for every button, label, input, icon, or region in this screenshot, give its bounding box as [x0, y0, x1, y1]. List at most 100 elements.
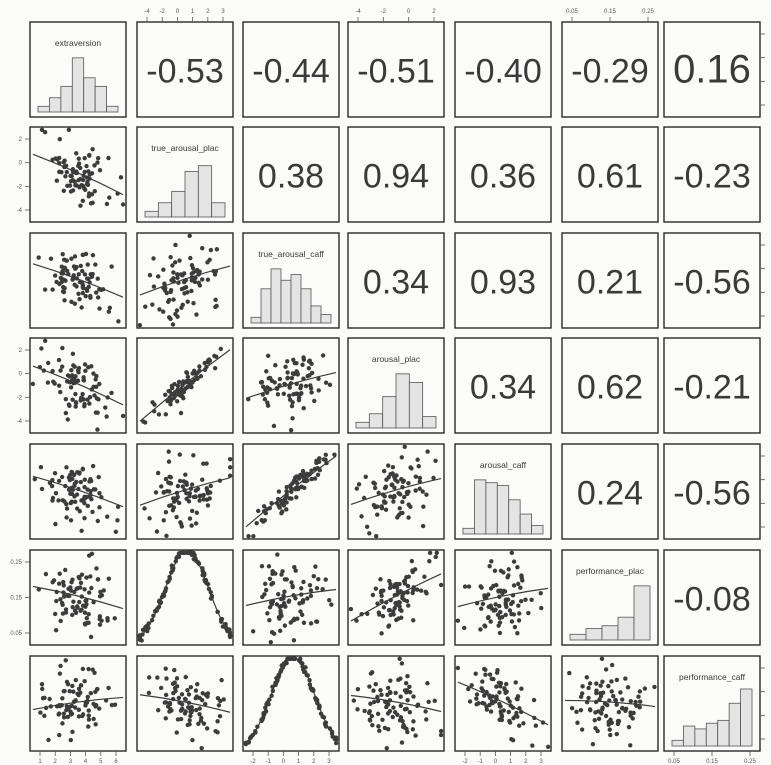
scatter-point-r6-c0	[65, 681, 71, 687]
panel-frame-r6-c3	[347, 655, 445, 752]
scatter-point-r4-c2	[246, 533, 251, 539]
scatter-point-r3-c0	[95, 427, 100, 432]
correlation-value-r1-c6: -0.23	[673, 158, 751, 196]
smooth-line-r3-c1	[139, 349, 231, 422]
scatter-point-r1-c0	[107, 195, 112, 200]
scatter-point-r4-c2	[315, 472, 321, 477]
scatter-point-r1-c0	[39, 127, 45, 133]
scatter-point-r5-c2	[314, 619, 320, 624]
scatter-point-r6-c4	[497, 690, 502, 695]
scatter-point-r6-c5	[598, 683, 603, 688]
scatter-point-r1-c0	[57, 137, 62, 142]
scatter-point-r6-c1	[216, 703, 222, 708]
scatter-point-r5-c4	[518, 585, 523, 590]
scatter-point-r2-c0	[72, 301, 78, 306]
scatter-point-r6-c1	[205, 691, 211, 696]
scatter-point-r6-c3	[405, 673, 410, 679]
scatter-point-r4-c3	[396, 491, 401, 496]
scatter-point-r6-c1	[173, 688, 178, 694]
scatter-point-r6-c3	[423, 709, 428, 714]
scatter-point-r4-c0	[115, 518, 120, 523]
scatter-point-r5-c4	[515, 565, 520, 570]
scatter-point-r2-c0	[86, 284, 91, 290]
scatter-point-r4-c2	[284, 484, 289, 490]
panel-frame-r3-c2	[242, 337, 340, 434]
scatter-point-r1-c0	[74, 151, 79, 156]
scatter-point-r3-c1	[152, 402, 157, 407]
scatter-point-r5-c0	[78, 608, 83, 613]
scatter-point-r4-c3	[379, 504, 384, 509]
scatter-point-r6-c3	[404, 706, 409, 712]
correlation-value-r1-c2: 0.38	[258, 158, 324, 196]
bottom-axis-tick-label-col2-5: 3	[327, 759, 331, 765]
scatter-point-r3-c1	[169, 385, 175, 391]
scatter-point-r5-c4	[497, 603, 502, 609]
smooth-line-r6-c1	[139, 694, 231, 713]
scatter-point-r5-c3	[370, 592, 376, 598]
scatter-point-r4-c3	[373, 533, 379, 539]
scatter-point-r6-c3	[396, 677, 401, 683]
scatter-point-r6-c5	[623, 706, 629, 711]
scatter-point-r3-c2	[327, 382, 333, 387]
scatter-point-r4-c3	[420, 489, 425, 494]
scatter-point-r4-c0	[85, 494, 90, 500]
histogram-bar-extraversion-2	[60, 85, 73, 113]
panel-frame-r6-c4	[454, 655, 552, 752]
scatter-point-r1-c0	[61, 159, 66, 165]
scatter-point-r4-c1	[171, 505, 177, 510]
scatter-point-r4-c0	[49, 483, 55, 489]
scatter-point-r6-c5	[594, 690, 599, 696]
scatter-point-r6-c1	[218, 698, 223, 704]
histogram-bar-arousal_plac-5	[422, 416, 437, 429]
scatter-point-r5-c4	[507, 608, 513, 613]
scatter-point-r2-c0	[62, 298, 67, 303]
scatter-point-r6-c0	[88, 691, 94, 696]
scatter-point-r2-c0	[69, 256, 74, 261]
correlation-value-r2-c3: 0.34	[363, 264, 429, 302]
scatter-point-r2-c1	[189, 271, 195, 276]
scatter-point-r5-c4	[503, 612, 508, 618]
scatter-point-r3-c0	[50, 368, 55, 374]
scatter-point-r5-c0	[59, 600, 65, 606]
scatter-point-r2-c0	[58, 275, 63, 281]
left-axis-tick-label-row1-3: -4	[17, 208, 23, 214]
top-axis-tick-label-col5-2: 0.25	[642, 9, 654, 15]
scatter-point-r6-c5	[587, 681, 593, 686]
scatter-point-r6-c0	[57, 732, 62, 738]
scatter-point-r6-c3	[405, 729, 410, 735]
scatter-point-r4-c1	[167, 503, 172, 508]
top-axis-tick-label-col3-1: -2	[381, 9, 387, 15]
scatter-point-r6-c5	[626, 724, 632, 730]
scatter-point-r4-c2	[323, 452, 329, 458]
scatter-point-r4-c2	[300, 471, 306, 477]
scatter-point-r3-c0	[58, 389, 63, 395]
scatter-point-r2-c0	[48, 256, 54, 261]
scatter-point-r5-c2	[259, 563, 265, 569]
scatter-point-r2-c0	[80, 268, 85, 274]
scatter-point-r4-c1	[153, 490, 159, 495]
scatter-point-r3-c1	[198, 374, 204, 379]
scatter-point-r5-c0	[61, 594, 67, 599]
scatter-point-r3-c0	[68, 385, 74, 390]
scatter-point-r5-c4	[512, 624, 518, 630]
scatter-point-r6-c3	[405, 698, 410, 703]
scatter-point-r6-c5	[586, 695, 591, 701]
scatter-point-r2-c1	[175, 275, 180, 281]
scatter-point-r3-c2	[289, 403, 295, 409]
scatter-point-r4-c1	[227, 456, 233, 462]
histogram-bar-true_arousal_plac-2	[171, 190, 186, 218]
scatter-point-r6-c5	[579, 691, 585, 696]
scatter-point-r2-c1	[205, 277, 211, 282]
scatter-point-r5-c2	[308, 621, 314, 626]
scatter-point-r6-c4	[498, 681, 504, 686]
scatter-point-r6-c5	[592, 718, 597, 723]
scatter-point-r5-c3	[409, 558, 415, 564]
scatter-point-r6-c0	[71, 689, 76, 694]
scatter-point-r6-c1	[164, 676, 169, 681]
scatter-point-r4-c1	[161, 490, 166, 495]
bottom-axis-tick-label-col4-1: -1	[478, 759, 484, 765]
scatter-point-r5-c3	[434, 550, 440, 556]
scatter-point-r6-c1	[215, 719, 220, 724]
scatter-point-r5-c3	[406, 603, 411, 608]
scatter-point-r5-c0	[97, 594, 103, 599]
